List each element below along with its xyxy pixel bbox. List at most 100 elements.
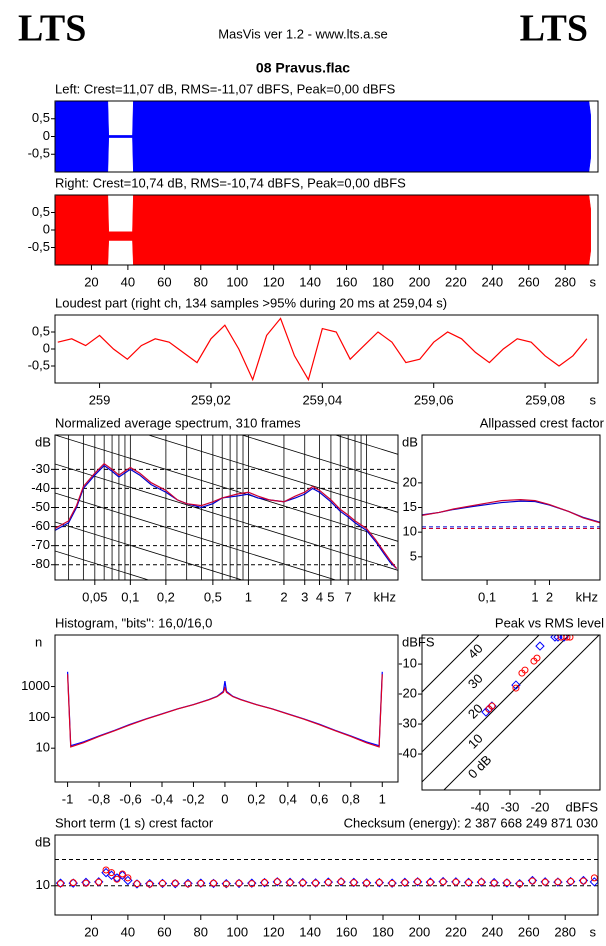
data-line (66, 674, 383, 748)
plot-frame (54, 314, 599, 384)
x-tick-label: -1 (62, 791, 74, 806)
x-tick-label: 120 (263, 274, 285, 289)
point (146, 880, 154, 888)
x-tick-label: -0,8 (88, 791, 110, 806)
point (533, 654, 541, 662)
y-tick-label: -70 (31, 537, 50, 552)
y-tick-label: -40 (31, 480, 50, 495)
point (118, 870, 126, 878)
plot-area (422, 499, 600, 530)
plot-frame (54, 434, 399, 581)
point (512, 684, 520, 692)
x-tick-label: 140 (299, 924, 321, 939)
point (350, 879, 358, 887)
data-line (57, 317, 588, 382)
point (248, 880, 256, 888)
y-tick-label: 1000 (21, 678, 50, 693)
point (401, 879, 409, 887)
x-tick-label: -30 (501, 799, 520, 814)
point (56, 880, 64, 888)
point (550, 635, 560, 642)
x-axis-unit: s (590, 924, 597, 939)
point (511, 680, 521, 690)
reference-slope-line (147, 435, 398, 513)
chart-title: Histogram, "bits": 16,0/16,0 (55, 615, 212, 630)
point (559, 635, 569, 642)
point (521, 666, 529, 674)
reference-slope-line (55, 463, 398, 571)
reference-slope-line (55, 521, 244, 580)
point (465, 879, 473, 887)
x-tick-label: 259,02 (191, 392, 231, 407)
y-tick-label: 5 (410, 548, 417, 563)
point (133, 880, 141, 888)
plot-frame (54, 634, 399, 783)
plot-area (55, 195, 591, 265)
x-tick-label: 180 (372, 924, 394, 939)
x-tick-label: 5 (327, 589, 334, 604)
logo: LTS (18, 8, 86, 50)
point (589, 877, 598, 887)
crest-diagonal (422, 635, 540, 753)
y-tick-label: 10 (36, 740, 50, 755)
point (477, 878, 485, 886)
point (535, 641, 545, 651)
crest-diagonal (422, 635, 570, 783)
point (299, 879, 307, 887)
y-axis-label: dB (35, 434, 51, 449)
point (567, 877, 575, 885)
x-tick-label: -0,2 (182, 791, 204, 806)
point (554, 878, 562, 886)
point (82, 879, 90, 887)
x-tick-label: 0,1 (121, 589, 139, 604)
data-line (55, 464, 398, 569)
chart-title: Peak vs RMS level (495, 615, 604, 630)
point (286, 879, 294, 887)
file-name: 08 Pravus.flac (256, 60, 350, 76)
y-tick-label: -60 (31, 518, 50, 533)
x-tick-label: 240 (481, 274, 503, 289)
x-tick-label: 220 (445, 924, 467, 939)
x-tick-label: 259,04 (302, 392, 342, 407)
y-axis-label: dBFS (402, 634, 435, 649)
chart-title: Right: Crest=10,74 dB, RMS=-10,74 dBFS, … (55, 175, 406, 190)
crest-label: 0 dB (465, 752, 495, 782)
x-tick-label: 259,08 (525, 392, 565, 407)
crest-diagonal (443, 635, 600, 790)
x-axis-unit: kHz (576, 589, 598, 604)
x-tick-label: 120 (263, 924, 285, 939)
point (261, 878, 269, 886)
plot-area (422, 635, 600, 790)
y-tick-label: 0 (43, 221, 50, 236)
x-tick-label: 40 (121, 274, 135, 289)
x-tick-label: 1 (531, 589, 538, 604)
chart-title: Left: Crest=11,07 dB, RMS=-11,07 dBFS, P… (55, 81, 396, 96)
x-tick-label: 220 (445, 274, 467, 289)
plot-area (57, 317, 588, 382)
point (452, 878, 460, 886)
reference-slope-line (55, 319, 398, 425)
point (171, 879, 179, 887)
y-tick-label: -0,5 (28, 239, 50, 254)
x-tick-label: 60 (157, 924, 171, 939)
x-tick-label: -0,4 (151, 791, 173, 806)
y-tick-label: -30 (31, 461, 50, 476)
x-tick-label: 4 (316, 589, 323, 604)
y-tick-label: -0,5 (28, 357, 50, 372)
x-tick-label: 0,5 (204, 589, 222, 604)
crest-label: 30 (465, 671, 486, 692)
x-tick-label: 20 (84, 924, 98, 939)
x-tick-label: 80 (194, 924, 208, 939)
x-axis-unit: kHz (374, 589, 396, 604)
x-axis-unit: s (590, 392, 597, 407)
x-tick-label: 280 (554, 924, 576, 939)
point (69, 879, 77, 887)
chart-title: Allpassed crest factor (480, 415, 605, 430)
y-tick-label: 0,5 (32, 204, 50, 219)
point (337, 878, 345, 886)
x-tick-label: 100 (226, 924, 248, 939)
point (488, 702, 496, 710)
y-tick-label: 0,5 (32, 110, 50, 125)
x-tick-label: 200 (409, 274, 431, 289)
